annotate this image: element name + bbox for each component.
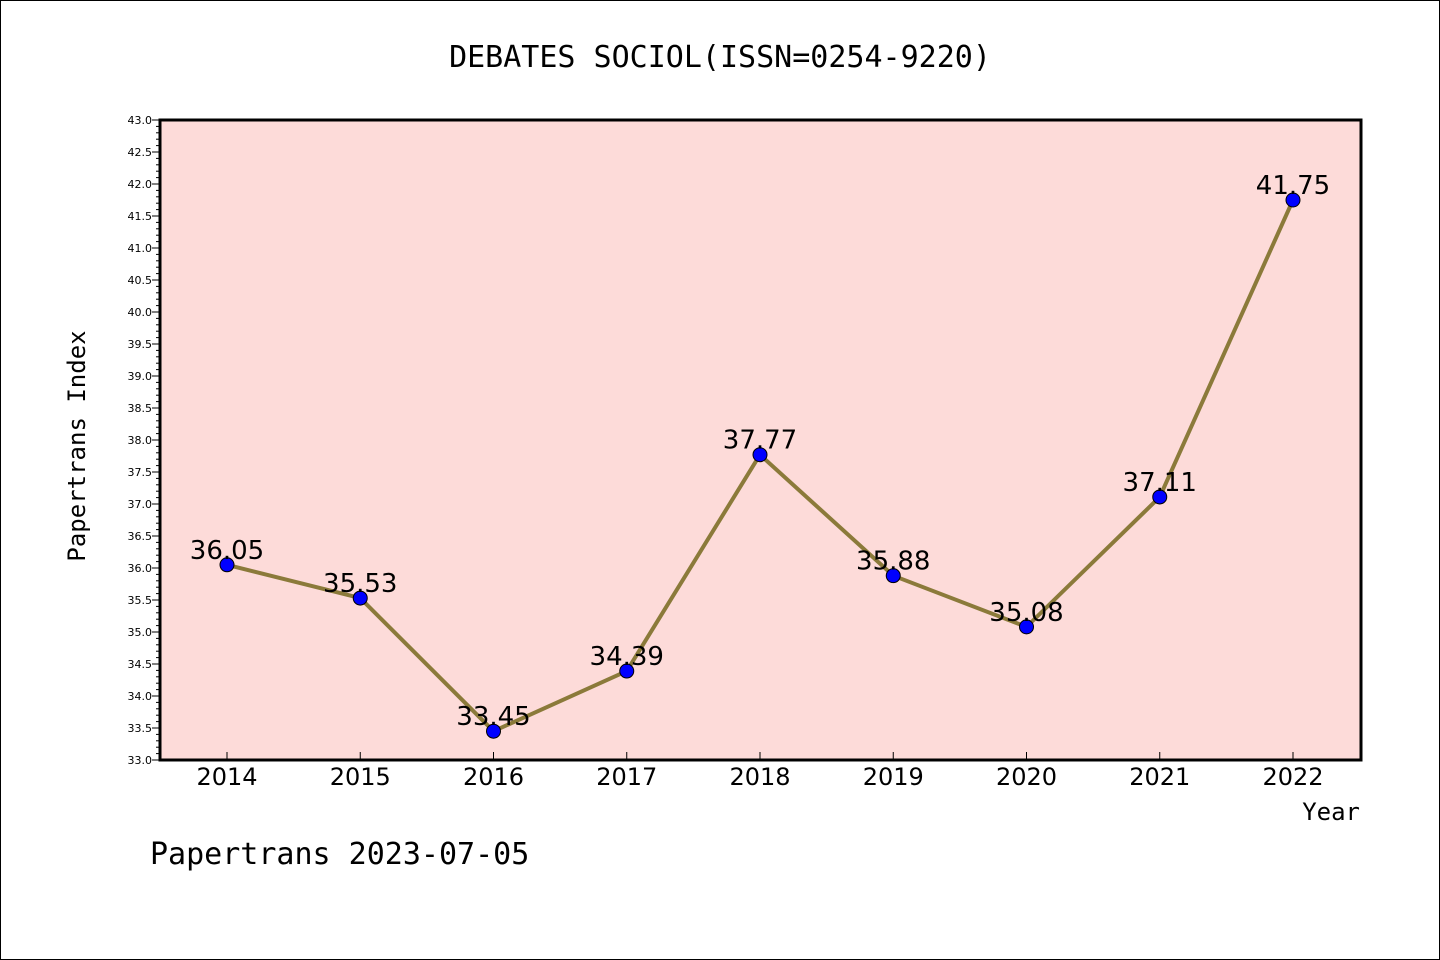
x-tick-label: 2017: [596, 763, 657, 791]
y-tick-label: 37.5: [128, 466, 153, 479]
data-point: [1285, 192, 1301, 208]
data-label: 33.45: [456, 702, 530, 732]
y-tick-label: 43.0: [128, 114, 153, 127]
x-tick-label: 2018: [729, 763, 790, 791]
data-label: 37.11: [1123, 468, 1197, 498]
y-tick-label: 35.5: [128, 594, 153, 607]
y-tick-label: 34.5: [128, 658, 153, 671]
data-point: [1152, 489, 1168, 505]
y-tick-label: 38.0: [128, 434, 153, 447]
x-tick-label: 2014: [196, 763, 257, 791]
data-point: [219, 557, 235, 573]
data-point: [619, 663, 635, 679]
x-tick-label: 2020: [996, 763, 1057, 791]
x-tick-label: 2016: [463, 763, 524, 791]
data-label: 34.39: [590, 642, 664, 672]
y-axis-label: Papertrans Index: [63, 330, 91, 561]
data-point: [885, 568, 901, 584]
data-point: [1019, 619, 1034, 635]
data-label: 36.05: [190, 536, 264, 566]
data-label: 37.77: [723, 426, 797, 456]
y-tick-label: 38.5: [128, 402, 153, 415]
data-labels: 36.05 35.53 33.45 34.39 37.77 35.88 35.08 37.11…: [190, 171, 1330, 732]
data-label: 41.75: [1256, 171, 1330, 201]
x-tick-label: 2019: [863, 763, 924, 791]
y-tick-label: 33.5: [128, 722, 153, 735]
x-axis: 2014 2015 2016 2017 2018 2019 2020 2021 2022: [196, 752, 1324, 791]
data-point: [352, 590, 368, 606]
data-point: [752, 447, 768, 463]
y-tick-label: 39.0: [128, 370, 153, 383]
footer-text: Papertrans 2023-07-05: [150, 837, 529, 872]
plot-area: [158, 118, 1363, 762]
x-tick-label: 2021: [1129, 763, 1190, 791]
x-tick-label: 2015: [330, 763, 391, 791]
data-label: 35.53: [323, 569, 397, 599]
data-point: [486, 723, 501, 739]
y-tick-label: 41.5: [128, 210, 153, 223]
y-tick-label: 42.5: [128, 146, 153, 159]
y-tick-label: 40.0: [128, 306, 153, 319]
y-tick-label: 41.0: [128, 242, 153, 255]
chart-title: DEBATES SOCIOL(ISSN=0254-9220): [449, 40, 991, 75]
y-tick-label: 33.0: [128, 754, 153, 767]
data-label: 35.88: [856, 547, 930, 577]
y-tick-label: 36.0: [128, 562, 153, 575]
y-tick-label: 42.0: [128, 178, 153, 191]
data-label: 35.08: [989, 598, 1063, 628]
y-tick-label: 39.5: [128, 338, 153, 351]
y-tick-label: 35.0: [128, 626, 153, 639]
x-tick-label: 2022: [1262, 763, 1323, 791]
x-axis-label: Year: [1302, 798, 1360, 826]
y-tick-label: 37.0: [128, 498, 153, 511]
y-tick-label: 34.0: [128, 690, 153, 703]
series-markers: [219, 192, 1301, 739]
y-tick-label: 40.5: [128, 274, 153, 287]
y-axis: 33.0 33.5 34.0 34.5 35.0 35.5 36.0 36.5 37.0 37.5…: [128, 114, 160, 767]
y-tick-label: 36.5: [128, 530, 153, 543]
